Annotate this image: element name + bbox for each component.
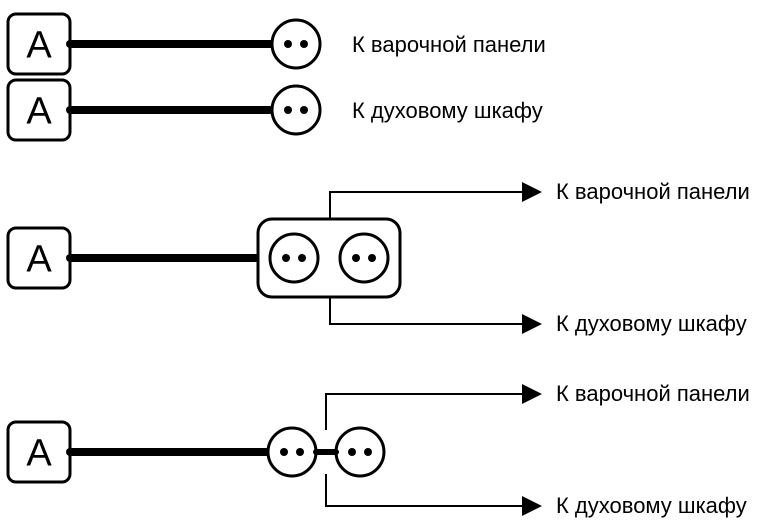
socket — [272, 20, 320, 68]
callout-line — [326, 394, 540, 430]
socket-outline — [272, 86, 320, 134]
breaker: А — [8, 80, 70, 140]
label-to_oven: К духовому шкафу — [556, 493, 747, 518]
breaker: А — [8, 422, 70, 482]
label-to_hob: К варочной панели — [556, 381, 750, 406]
label-to_hob: К варочной панели — [352, 32, 546, 57]
breaker-letter: А — [26, 239, 52, 281]
breaker: А — [8, 14, 70, 74]
socket-pin-left — [348, 448, 356, 456]
label-to_hob: К варочной панели — [556, 179, 750, 204]
socket — [340, 234, 388, 282]
socket-outline — [272, 20, 320, 68]
callout-line — [326, 474, 540, 506]
socket-outline — [340, 234, 388, 282]
breaker: А — [8, 228, 70, 288]
socket-pin-left — [284, 106, 292, 114]
breaker-letter: А — [26, 25, 52, 67]
socket-outline — [336, 428, 384, 476]
socket — [270, 234, 318, 282]
socket-outline — [268, 428, 316, 476]
socket-pin-left — [280, 448, 288, 456]
socket-pin-right — [298, 254, 306, 262]
socket — [272, 86, 320, 134]
socket-pin-right — [296, 448, 304, 456]
breaker-letter: А — [26, 91, 52, 133]
socket-pin-right — [364, 448, 372, 456]
socket-pin-right — [300, 40, 308, 48]
socket-pin-left — [352, 254, 360, 262]
socket-pin-right — [368, 254, 376, 262]
breaker-letter: А — [26, 433, 52, 475]
socket — [336, 428, 384, 476]
socket-outline — [270, 234, 318, 282]
callout-line — [330, 297, 540, 324]
socket-pin-left — [284, 40, 292, 48]
socket-pin-right — [300, 106, 308, 114]
label-to_oven: К духовому шкафу — [556, 311, 747, 336]
callout-line — [330, 192, 540, 219]
socket-pin-left — [282, 254, 290, 262]
label-to_oven: К духовому шкафу — [352, 98, 543, 123]
socket — [268, 428, 316, 476]
